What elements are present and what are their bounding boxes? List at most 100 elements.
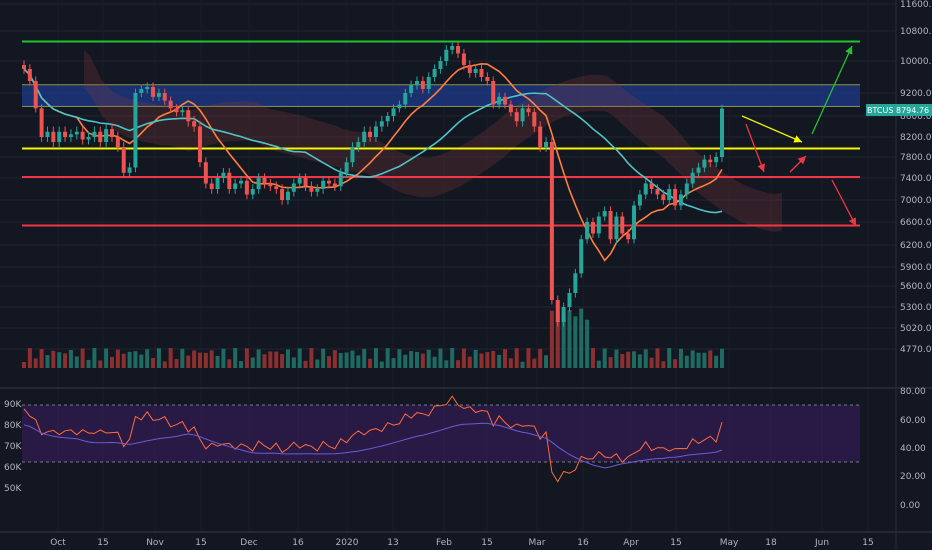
volume-bar	[502, 349, 507, 368]
price-tick: 5020.00	[900, 324, 932, 334]
date-tick: Nov	[146, 538, 164, 548]
candle-body	[409, 85, 414, 93]
volume-bar	[274, 351, 279, 368]
volume-bar	[403, 354, 408, 368]
candle-body	[596, 216, 601, 234]
rsi-line	[23, 395, 723, 483]
candle-body	[162, 93, 167, 101]
candle-body	[362, 131, 367, 142]
candle-body	[315, 189, 320, 192]
candle-body	[233, 183, 238, 189]
date-tick: May	[720, 538, 739, 548]
candle-body	[438, 61, 443, 69]
candle-body	[403, 93, 408, 105]
volume-bar	[497, 354, 502, 368]
rsi-tick: 60.00	[900, 416, 926, 426]
volume-bar	[391, 358, 396, 368]
price-tick: 10000.00	[900, 57, 932, 67]
volume-bar	[485, 352, 490, 368]
price-tag-value-text: 8794.76	[896, 106, 929, 115]
candle-body	[379, 121, 384, 127]
volume-bar	[104, 348, 109, 368]
volume-bar	[690, 350, 695, 368]
volume-bar	[22, 362, 26, 368]
candle-body	[127, 167, 132, 173]
volume-bar	[250, 357, 255, 368]
volume-bar	[39, 349, 44, 368]
volume-bar	[332, 350, 337, 368]
candle-body	[655, 189, 660, 195]
price-tick: 11600.00	[900, 0, 932, 10]
candle-body	[22, 65, 26, 69]
volume-bar	[68, 349, 73, 368]
price-tick: 6600.00	[900, 218, 932, 228]
candle-body	[280, 189, 285, 200]
candle-body	[385, 116, 390, 122]
date-tick: Feb	[436, 538, 452, 548]
volume-bar	[156, 348, 161, 368]
volume-bar	[186, 355, 191, 368]
volume-bar	[514, 348, 519, 368]
candle-body	[86, 137, 91, 140]
candle-body	[620, 216, 625, 234]
volume-bar	[673, 359, 678, 368]
volume-bar	[239, 361, 244, 368]
volume-bar	[420, 353, 425, 368]
price-axis: 11600.00 10800.00 10000.00 9200.00 8600.00 82…	[900, 0, 932, 355]
volume-bar	[379, 361, 384, 368]
candle-body	[104, 129, 109, 142]
volume-bar	[426, 349, 431, 368]
volume-bar	[221, 348, 226, 368]
volume-bar	[596, 360, 601, 368]
date-tick: 15	[195, 538, 206, 548]
candle-body	[667, 189, 672, 200]
candle-body	[350, 147, 355, 163]
candle-body	[649, 183, 654, 189]
date-tick: 15	[862, 538, 873, 548]
volume-bar	[27, 348, 32, 368]
candle-body	[285, 191, 290, 200]
arrow-red-2	[789, 155, 807, 173]
volume-bar	[109, 356, 114, 368]
candle-body	[397, 104, 402, 109]
candle-body	[180, 110, 185, 113]
volume-bar	[327, 356, 332, 368]
date-tick: 16	[292, 538, 304, 548]
candle-body	[590, 222, 595, 234]
candle-body	[244, 180, 249, 195]
date-tick: Jun	[814, 538, 829, 548]
cloud-area	[84, 50, 782, 232]
volume-bar	[368, 358, 373, 368]
candle-body	[27, 69, 32, 81]
candle-body	[485, 77, 490, 81]
candle-body	[538, 126, 543, 147]
candle-body	[497, 96, 502, 105]
candle-body	[332, 183, 337, 187]
volume-bar	[696, 352, 701, 368]
volume-bar	[80, 348, 85, 368]
candle-body	[221, 172, 226, 178]
volume-tick: 90K	[4, 400, 22, 410]
rsi-tick: 20.00	[900, 472, 926, 482]
candle-body	[51, 131, 56, 142]
candle-body	[338, 172, 343, 187]
arrow-red-1	[745, 123, 765, 173]
date-tick: Dec	[240, 538, 257, 548]
candle-body	[145, 87, 150, 89]
candle-body	[579, 239, 584, 274]
volume-bar	[268, 351, 273, 368]
arrow-yellow	[741, 115, 803, 143]
candle-body	[637, 194, 642, 206]
price-tick: 4770.00	[900, 345, 932, 355]
candle-body	[215, 178, 220, 189]
volume-bar	[626, 351, 631, 368]
date-tick: 15	[481, 538, 492, 548]
rsi-tick: 0.00	[900, 501, 920, 511]
candle-body	[197, 126, 202, 163]
price-tick: 8600.00	[900, 112, 932, 122]
price-tag-value	[894, 104, 932, 116]
candle-body	[139, 89, 144, 93]
date-tick: 18	[765, 538, 777, 548]
candle-body	[467, 65, 472, 73]
